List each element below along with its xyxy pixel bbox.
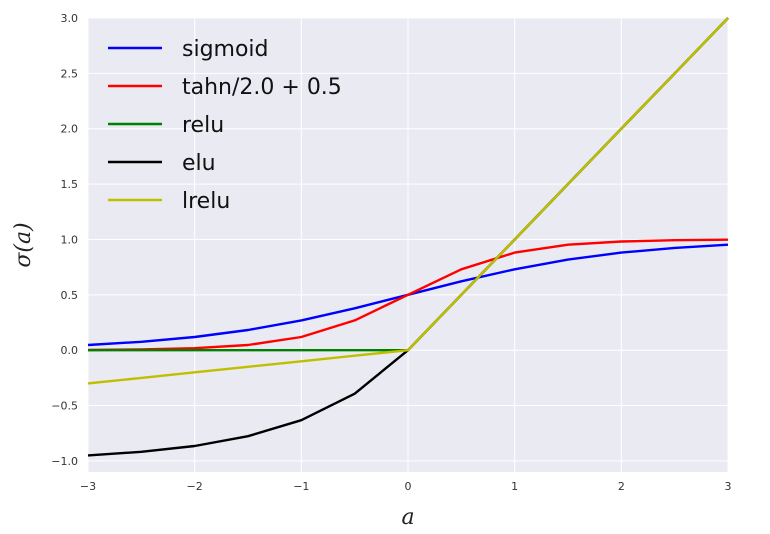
- y-tick-label: 1.5: [61, 178, 79, 191]
- legend-label: sigmoid: [182, 37, 269, 62]
- x-tick-label: 3: [725, 480, 732, 493]
- y-tick-label: 3.0: [61, 12, 79, 25]
- legend-label: lrelu: [182, 189, 230, 214]
- y-tick-label: 1.0: [61, 233, 79, 246]
- x-tick-label: 0: [405, 480, 412, 493]
- legend: sigmoid tahn/2.0 + 0.5 relu elu lrelu: [108, 37, 342, 214]
- y-tick-labels: −1.0 −0.5 0.0 0.5 1.0 1.5 2.0 2.5 3.0: [51, 12, 78, 468]
- series-lines: [87, 17, 729, 457]
- series-line-tahn-2-0-0-5: [87, 238, 729, 352]
- x-tick-label: −3: [80, 480, 96, 493]
- x-tick-label: −2: [187, 480, 203, 493]
- y-tick-label: −0.5: [51, 400, 78, 413]
- x-axis-label: a: [401, 505, 414, 530]
- y-axis-label: σ(a): [11, 222, 36, 267]
- legend-label: elu: [182, 151, 216, 176]
- y-tick-label: −1.0: [51, 455, 78, 468]
- x-tick-label: 1: [511, 480, 518, 493]
- x-tick-label: −1: [293, 480, 309, 493]
- y-tick-label: 2.0: [61, 123, 79, 136]
- y-tick-label: 2.5: [61, 67, 79, 80]
- y-tick-label: 0.0: [61, 344, 79, 357]
- legend-label: relu: [182, 113, 224, 138]
- y-tick-label: 0.5: [61, 289, 79, 302]
- x-tick-label: 2: [618, 480, 625, 493]
- legend-label: tahn/2.0 + 0.5: [182, 75, 342, 100]
- series-line-lrelu: [87, 17, 729, 385]
- x-tick-labels: −3 −2 −1 0 1 2 3: [80, 480, 732, 493]
